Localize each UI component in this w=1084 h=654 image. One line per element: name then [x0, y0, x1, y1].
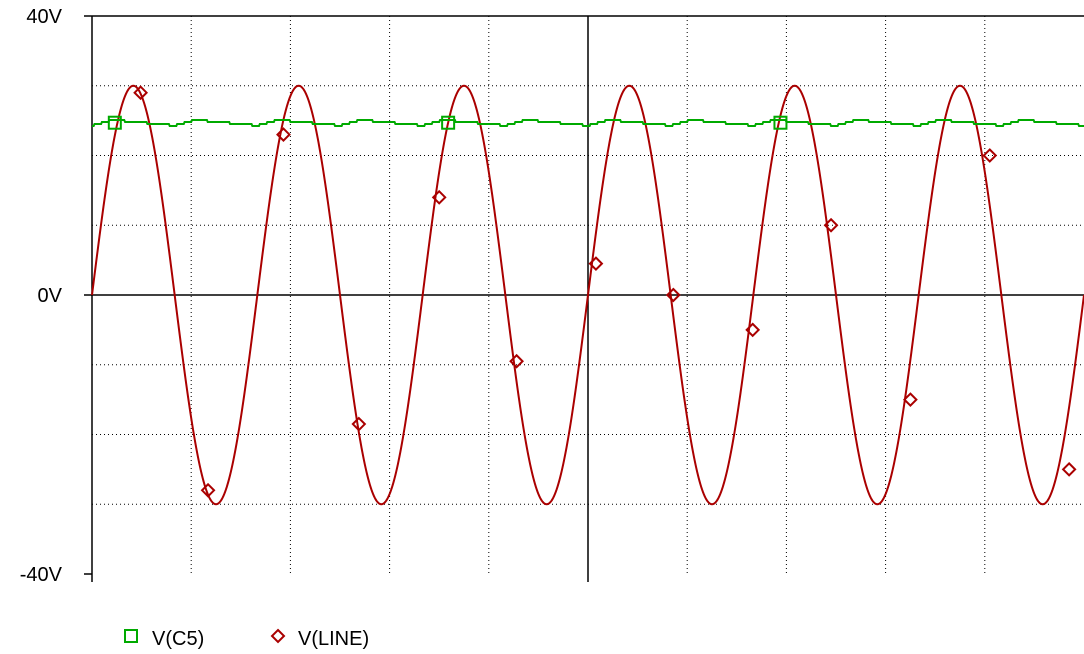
y-tick-label: -40V: [20, 564, 63, 586]
vline-diamond-marker: [431, 189, 447, 205]
vline-diamond-marker: [823, 217, 839, 233]
vline-diamond-marker: [588, 256, 604, 272]
vline-diamond-marker: [745, 322, 761, 338]
vline-diamond-marker: [133, 85, 149, 101]
legend-item-vline: V(LINE): [270, 628, 369, 650]
series: [91, 84, 1084, 506]
vline-diamond-marker: [200, 482, 216, 498]
axes: [84, 15, 1084, 582]
vline-diamond-marker: [351, 416, 367, 432]
vc5-square-marker: [107, 115, 122, 130]
vc5-square-marker: [773, 115, 788, 130]
legend-square-marker-icon: [124, 629, 138, 643]
y-tick-label: 0V: [38, 285, 63, 307]
markers: [107, 85, 1077, 498]
vline-diamond-marker: [665, 287, 681, 303]
series-line-vline: [91, 84, 1084, 506]
legend-label-vline: V(LINE): [298, 628, 369, 650]
legend: V(C5) V(LINE): [124, 628, 369, 650]
y-tick-labels: 40V 0V -40V: [20, 6, 63, 586]
vc5-square-marker: [441, 115, 456, 130]
vline-diamond-marker: [276, 127, 291, 142]
legend-label-vc5: V(C5): [152, 628, 204, 650]
legend-diamond-marker-icon: [270, 628, 286, 644]
vline-diamond-marker: [509, 353, 524, 369]
legend-item-vc5: V(C5): [124, 628, 204, 650]
vline-diamond-marker: [982, 148, 998, 163]
vline-diamond-marker: [1061, 461, 1077, 477]
series-line-vc5: [92, 119, 1084, 127]
y-tick-label: 40V: [26, 6, 62, 28]
vline-diamond-marker: [902, 392, 918, 408]
